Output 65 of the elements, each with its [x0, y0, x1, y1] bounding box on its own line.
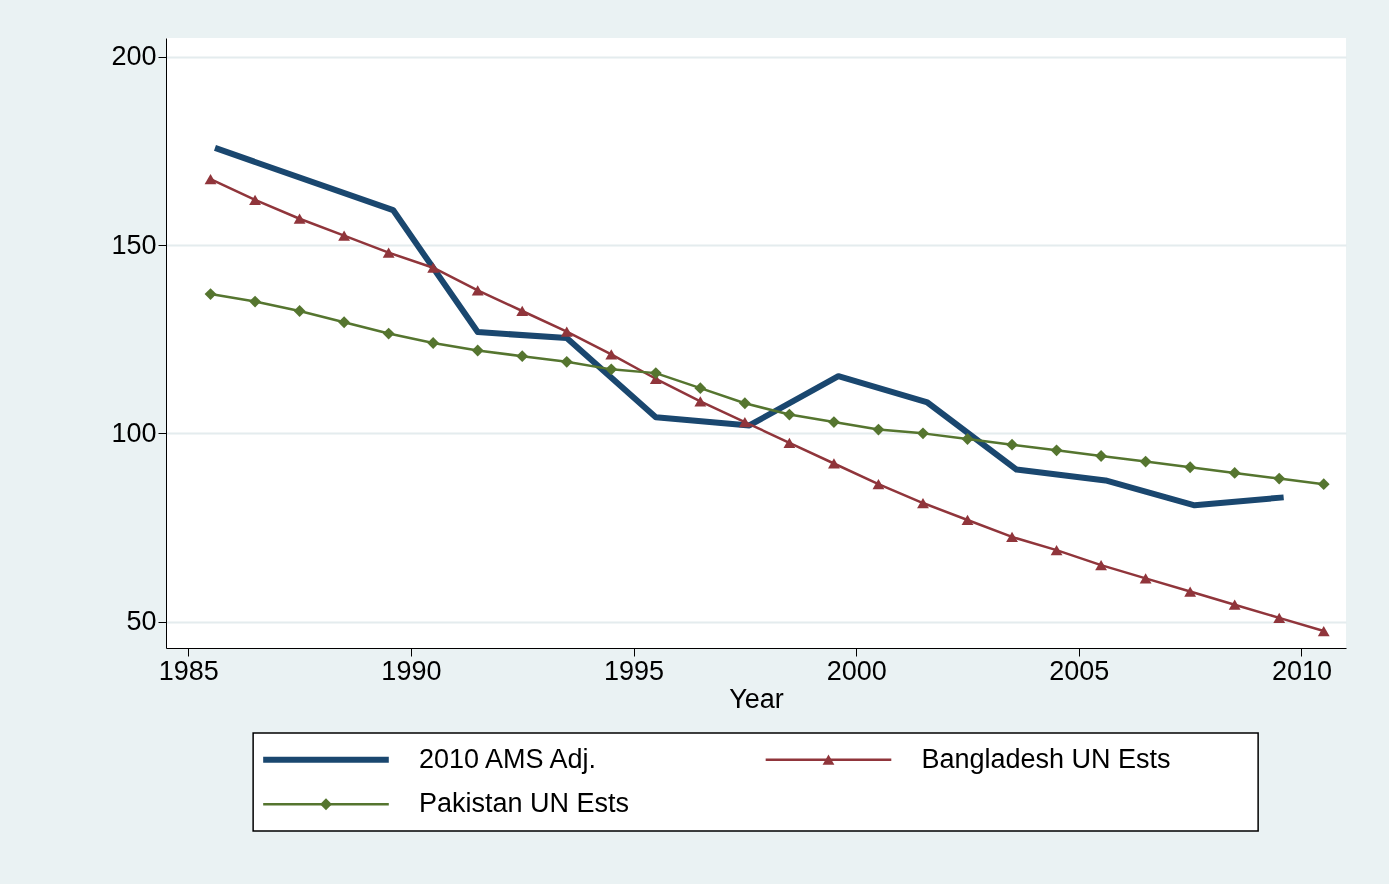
point — [516, 305, 529, 317]
point — [204, 174, 217, 185]
point — [1095, 450, 1108, 462]
x-tick-label: 1985 — [158, 655, 219, 686]
point — [560, 326, 573, 337]
point — [204, 288, 217, 300]
x-tick-label: 2005 — [1049, 655, 1110, 686]
point — [1317, 478, 1330, 491]
point — [1050, 544, 1063, 556]
point — [738, 416, 751, 428]
point — [382, 327, 395, 340]
point — [1006, 531, 1018, 543]
y-tick-label: 100 — [111, 417, 157, 448]
point — [828, 458, 840, 469]
point — [471, 344, 484, 357]
point — [1139, 455, 1152, 468]
point — [516, 350, 529, 363]
y-tick-label: 50 — [126, 606, 157, 637]
point — [249, 295, 261, 308]
point — [828, 416, 840, 428]
point — [471, 285, 484, 296]
point — [382, 247, 395, 258]
x-tick-label: 2010 — [1271, 655, 1333, 686]
point — [293, 213, 306, 224]
point — [917, 427, 929, 440]
point — [1095, 560, 1108, 571]
x-tick-label: 2000 — [826, 655, 887, 686]
point — [249, 194, 261, 206]
point — [560, 355, 573, 368]
point — [1273, 472, 1286, 485]
x-tick-label: 1995 — [604, 655, 665, 686]
point — [293, 305, 306, 317]
x-axis-title: Year — [729, 683, 784, 714]
point — [427, 262, 440, 273]
y-tick-label: 200 — [111, 41, 157, 72]
point — [1317, 625, 1330, 637]
y-tick-label: 150 — [111, 229, 157, 260]
point — [738, 397, 751, 410]
point — [917, 497, 929, 509]
point — [1228, 466, 1241, 479]
point — [961, 433, 974, 445]
point — [338, 316, 351, 329]
point — [1006, 438, 1018, 451]
point — [338, 230, 351, 241]
point — [694, 382, 707, 395]
point — [1273, 612, 1286, 623]
legend-label: Pakistan UN Ests — [418, 788, 630, 819]
point — [783, 408, 796, 421]
point — [783, 437, 796, 448]
x-tick-label: 1990 — [381, 655, 442, 686]
point — [694, 396, 707, 407]
legend-label: 2010 AMS Adj. — [418, 743, 597, 774]
point — [1139, 573, 1152, 584]
point — [1184, 586, 1197, 597]
legend-label: Bangladesh UN Ests — [921, 743, 1171, 774]
point — [649, 367, 662, 380]
point — [1184, 461, 1197, 474]
point — [1050, 444, 1063, 457]
point — [872, 479, 885, 490]
point — [605, 363, 618, 376]
point — [961, 514, 974, 526]
point — [872, 423, 885, 436]
point — [1228, 599, 1241, 610]
point — [605, 349, 618, 360]
point — [427, 337, 440, 349]
